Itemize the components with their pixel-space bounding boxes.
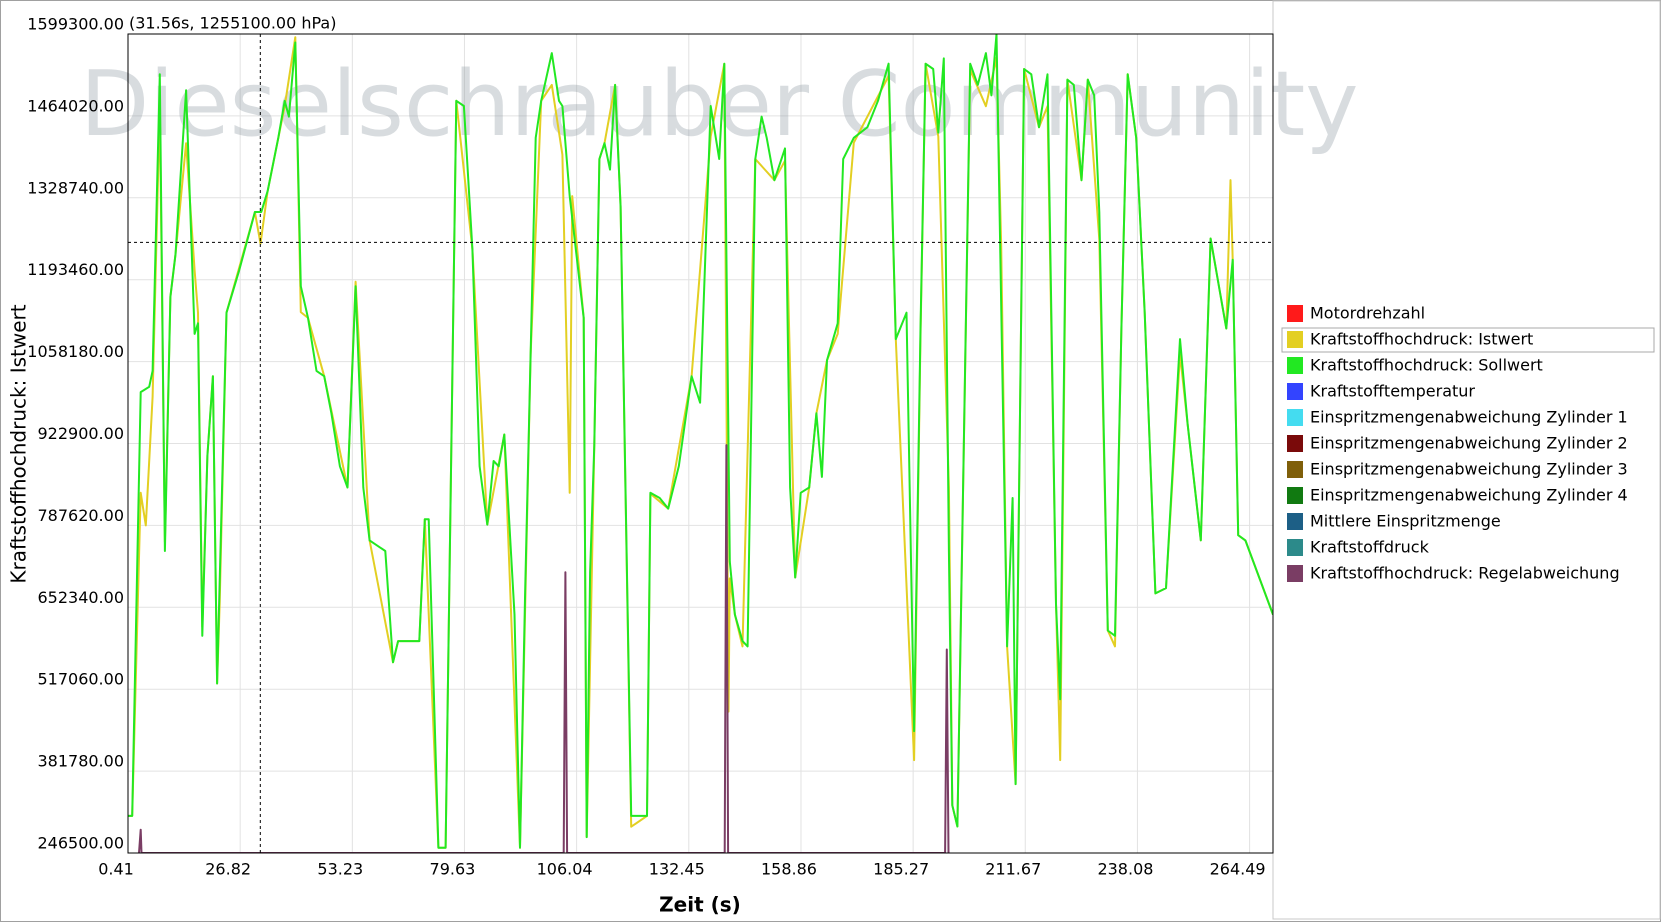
legend-swatch[interactable] xyxy=(1287,487,1303,504)
x-tick-label: 238.08 xyxy=(1097,860,1153,879)
y-axis-title: Kraftstoffhochdruck: Istwert xyxy=(7,304,31,583)
x-tick-label: 264.49 xyxy=(1210,860,1266,879)
series-line xyxy=(128,34,1273,849)
legend: Motordrehzahl Kraftstoffhochdruck: Istwer… xyxy=(1281,304,1655,583)
y-tick-label: 517060.00 xyxy=(37,670,124,689)
legend-swatch[interactable] xyxy=(1287,383,1303,400)
legend-swatch[interactable] xyxy=(1287,409,1303,426)
legend-swatch[interactable] xyxy=(1287,565,1303,582)
y-tick-label: 1599300.00 xyxy=(27,15,124,34)
x-tick-label: 106.04 xyxy=(537,860,593,879)
y-tick-label: 1464020.00 xyxy=(27,96,124,115)
legend-panel xyxy=(1272,0,1661,920)
x-tick-label: 0.41 xyxy=(98,860,134,879)
y-tick-label: 652340.00 xyxy=(37,588,124,607)
series-line xyxy=(138,444,950,853)
legend-swatch[interactable] xyxy=(1287,435,1303,452)
legend-swatch[interactable] xyxy=(1287,539,1303,556)
legend-label[interactable]: Einspritzmengenabweichung Zylinder 4 xyxy=(1310,486,1628,505)
legend-label[interactable]: Motordrehzahl xyxy=(1310,304,1425,323)
y-tick-label: 1058180.00 xyxy=(27,342,124,361)
x-tick-label: 211.67 xyxy=(985,860,1041,879)
legend-selection xyxy=(1281,327,1655,353)
legend-label[interactable]: Kraftstoffhochdruck: Regelabweichung xyxy=(1310,564,1620,583)
y-tick-label: 246500.00 xyxy=(37,834,124,853)
legend-label[interactable]: Mittlere Einspritzmenge xyxy=(1310,512,1501,531)
axes: 246500.00 381780.00 517060.00 652340.00 7876… xyxy=(27,15,1273,879)
legend-label[interactable]: Einspritzmengenabweichung Zylinder 3 xyxy=(1310,460,1628,479)
y-tick-label: 787620.00 xyxy=(37,506,124,525)
legend-swatch[interactable] xyxy=(1287,513,1303,530)
x-tick-label: 26.82 xyxy=(205,860,251,879)
x-tick-label: 158.86 xyxy=(761,860,817,879)
y-tick-label: 1193460.00 xyxy=(27,260,124,279)
plot-frame xyxy=(127,33,1274,854)
legend-label[interactable]: Kraftstoffhochdruck: Sollwert xyxy=(1310,356,1543,375)
legend-swatch[interactable] xyxy=(1287,305,1303,322)
y-tick-label: 1328740.00 xyxy=(27,178,124,197)
legend-swatch[interactable] xyxy=(1287,331,1303,348)
x-tick-label: 53.23 xyxy=(317,860,363,879)
crosshair-label: (31.56s, 1255100.00 hPa) xyxy=(129,14,336,33)
x-axis-title: Zeit (s) xyxy=(659,893,741,917)
legend-label[interactable]: Kraftstoffhochdruck: Istwert xyxy=(1310,330,1533,349)
legend-swatch[interactable] xyxy=(1287,357,1303,374)
legend-label[interactable]: Einspritzmengenabweichung Zylinder 2 xyxy=(1310,434,1628,453)
series-layer xyxy=(128,34,1273,853)
y-tick-label: 922900.00 xyxy=(37,424,124,443)
legend-label[interactable]: Einspritzmengenabweichung Zylinder 1 xyxy=(1310,408,1628,427)
x-tick-label: 79.63 xyxy=(430,860,476,879)
legend-label[interactable]: Kraftstoffdruck xyxy=(1310,538,1430,557)
legend-swatch[interactable] xyxy=(1287,461,1303,478)
legend-label[interactable]: Kraftstofftemperatur xyxy=(1310,382,1475,401)
y-tick-label: 381780.00 xyxy=(37,752,124,771)
x-tick-label: 185.27 xyxy=(873,860,929,879)
x-tick-label: 132.45 xyxy=(649,860,705,879)
